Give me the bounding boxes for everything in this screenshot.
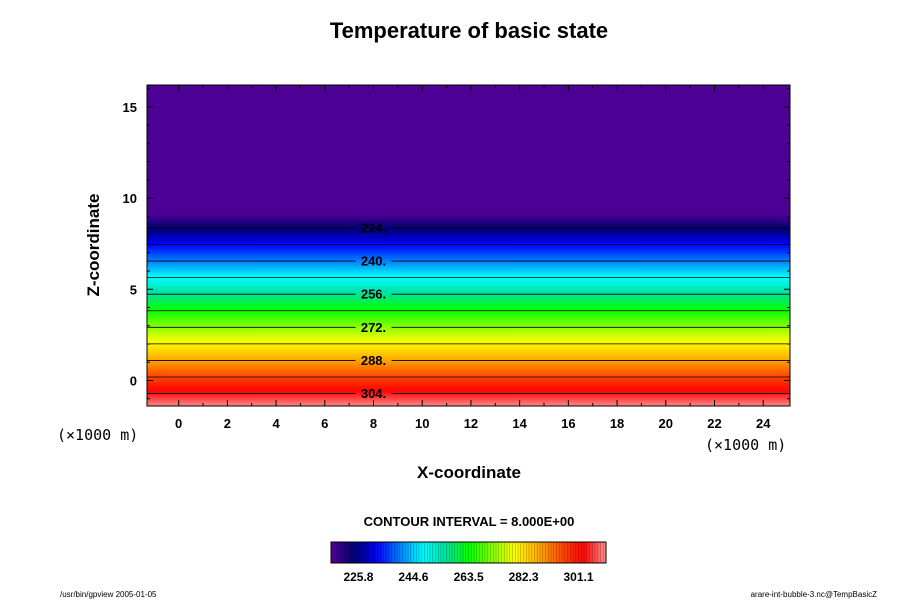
plot-area: 224. 240. 256. 272. 288. 304. (147, 85, 790, 406)
colorbar-frame (330, 541, 607, 564)
y-tick-label: 5 (130, 282, 137, 297)
contour-label: 288. (361, 353, 386, 368)
y-axis-ticks: 0 5 10 15 (123, 88, 790, 400)
x-axis-ticks: 0 2 4 6 8 10 12 14 16 18 20 22 24 (175, 85, 771, 431)
x-tick-label: 0 (175, 416, 182, 431)
x-axis-label: X-coordinate (417, 463, 521, 482)
contour-label: 224. (361, 220, 386, 235)
colorbar (331, 542, 606, 563)
y-tick-label: 0 (130, 373, 137, 388)
contour-interval-text: CONTOUR INTERVAL = 8.000E+00 (364, 514, 575, 529)
x-tick-label: 12 (464, 416, 478, 431)
x-tick-label: 18 (610, 416, 624, 431)
x-tick-label: 6 (321, 416, 328, 431)
x-tick-label: 20 (659, 416, 673, 431)
chart-title: Temperature of basic state (330, 18, 608, 43)
footer-right: arare-int-bubble-3.nc@TempBasicZ (751, 590, 878, 599)
x-tick-label: 8 (370, 416, 377, 431)
colorbar-tick-label: 301.1 (564, 570, 594, 584)
x-tick-label: 2 (224, 416, 231, 431)
x-tick-label: 14 (512, 416, 527, 431)
x-tick-label: 4 (272, 416, 280, 431)
colorbar-tick-label: 225.8 (343, 570, 373, 584)
colorbar-stripes (333, 542, 604, 563)
y-tick-label: 15 (123, 100, 137, 115)
x-tick-label: 16 (561, 416, 575, 431)
footer-left: /usr/bin/gpview 2005-01-05 (60, 590, 157, 599)
x-unit-right: (×1000 m) (705, 436, 786, 454)
colorbar-tick-label: 282.3 (509, 570, 539, 584)
contour-lines: 224. 240. 256. 272. 288. 304. (147, 220, 790, 401)
plot-frame (146, 84, 791, 407)
contour-label: 304. (361, 386, 386, 401)
colorbar-tick-labels: 225.8 244.6 263.5 282.3 301.1 (343, 570, 593, 584)
y-tick-label: 10 (123, 191, 137, 206)
temperature-field (147, 85, 790, 406)
y-axis-label: Z-coordinate (84, 194, 103, 297)
contour-label: 272. (361, 320, 386, 335)
x-tick-label: 24 (756, 416, 771, 431)
x-unit-left: (×1000 m) (57, 426, 138, 444)
x-tick-label: 22 (707, 416, 721, 431)
x-tick-label: 10 (415, 416, 429, 431)
contour-label: 256. (361, 287, 386, 302)
contour-label: 240. (361, 254, 386, 269)
colorbar-tick-label: 263.5 (454, 570, 484, 584)
colorbar-tick-label: 244.6 (398, 570, 428, 584)
